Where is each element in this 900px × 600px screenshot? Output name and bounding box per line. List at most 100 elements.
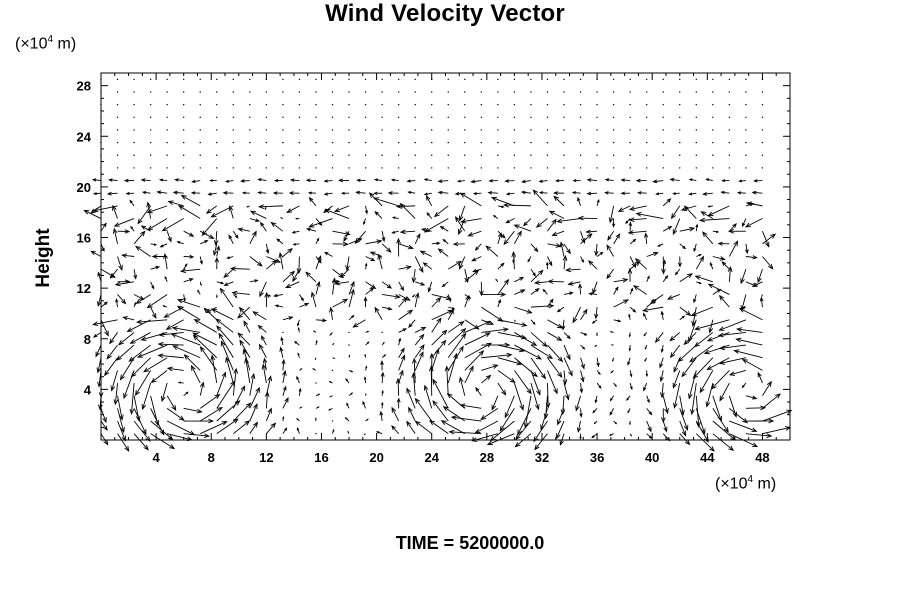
wind-vector-point [513, 91, 516, 93]
wind-vector-head [629, 386, 633, 391]
wind-vector-head [571, 191, 576, 195]
wind-vector-head [383, 354, 387, 357]
wind-vector-head [715, 230, 720, 233]
wind-vector-head [171, 405, 177, 412]
wind-vector [695, 319, 730, 330]
wind-vector-point [182, 141, 185, 144]
wind-vector-head [458, 320, 465, 327]
wind-vector-head [648, 411, 653, 416]
wind-vector-head [659, 392, 665, 399]
wind-vector-point [596, 103, 598, 106]
wind-vector [374, 211, 383, 219]
wind-vector-head [297, 352, 300, 356]
wind-vector-head [199, 283, 202, 287]
wind-vector [253, 311, 267, 321]
wind-vector-point [464, 167, 466, 169]
wind-vector-point [315, 167, 317, 169]
wind-vector [459, 256, 466, 269]
wind-vector [263, 358, 267, 371]
wind-vector-head [374, 210, 379, 216]
wind-vector [440, 226, 449, 232]
x-tick-label: 40 [645, 450, 659, 465]
wind-vector-point [745, 91, 747, 93]
wind-vector-head [273, 178, 279, 183]
wind-vector-head [632, 285, 639, 291]
wind-vector-head [625, 220, 629, 225]
wind-vector-head [354, 238, 361, 245]
y-tick-label: 4 [84, 382, 92, 397]
wind-vector-head [315, 339, 318, 343]
wind-vector-head [637, 191, 642, 195]
wind-vector-head [264, 291, 269, 298]
wind-vector [100, 408, 107, 423]
wind-vector-head [246, 205, 249, 208]
wind-vector [215, 318, 234, 333]
wind-vector-head [441, 329, 448, 336]
wind-vector-point [662, 141, 664, 144]
wind-vector-head [614, 286, 619, 291]
wind-vector-point [761, 91, 764, 93]
wind-vector-head [452, 241, 459, 247]
wind-vector [99, 395, 102, 410]
wind-vector [605, 192, 614, 194]
wind-vector-point [265, 78, 268, 81]
wind-vector-head [240, 179, 245, 183]
wind-vector-point [166, 154, 168, 156]
wind-vector [225, 357, 234, 384]
wind-vector-head [101, 247, 105, 252]
wind-vector [533, 189, 548, 207]
wind-vector [216, 418, 239, 435]
wind-vector-head [323, 251, 329, 256]
wind-vector [753, 281, 763, 287]
wind-vector-head [112, 227, 118, 234]
wind-vector-head [534, 444, 540, 451]
wind-vector-point [563, 141, 565, 144]
wind-vector-head [270, 221, 277, 228]
wind-vector [258, 325, 267, 333]
wind-vector-head [257, 204, 264, 209]
wind-vector-head [741, 222, 746, 228]
wind-vector [563, 382, 569, 400]
wind-vector-head [786, 409, 793, 415]
wind-vector-head [728, 228, 734, 234]
wind-vector-head [118, 264, 123, 271]
wind-vector-head [580, 237, 586, 244]
wind-vector-head [344, 231, 351, 236]
wind-vector-head [171, 326, 178, 331]
wind-vector-head [456, 179, 461, 183]
wind-vector-head [649, 298, 656, 305]
wind-vector-head [586, 191, 592, 196]
wind-vector-point [133, 91, 135, 93]
wind-vector-head [533, 247, 539, 253]
wind-vector [536, 218, 548, 228]
wind-vector [674, 382, 681, 408]
wind-vector-point [513, 103, 516, 106]
wind-vector-head [292, 242, 297, 246]
wind-vector-head [512, 259, 515, 264]
x-tick-label: 44 [700, 450, 715, 465]
wind-vector-point [579, 141, 582, 144]
wind-vector-head [241, 191, 246, 195]
wind-vector-head [446, 392, 453, 399]
wind-vector-point [397, 141, 400, 144]
wind-vector-head [265, 249, 270, 255]
wind-vector-point [232, 78, 234, 81]
wind-vector-head [179, 268, 187, 274]
wind-vector [133, 231, 146, 245]
wind-vector [670, 178, 680, 182]
wind-vector-head [672, 382, 678, 389]
wind-vector [315, 256, 322, 264]
wind-vector [340, 268, 350, 278]
wind-vector-point [712, 129, 714, 131]
wind-vector-head [500, 262, 505, 267]
wind-vector-head [666, 295, 673, 300]
wind-vector [464, 269, 469, 283]
wind-vector-head [419, 351, 424, 358]
wind-vector-head [526, 388, 532, 395]
wind-vector [431, 294, 451, 300]
wind-vector-head [628, 206, 635, 211]
wind-vector-point [265, 116, 268, 118]
wind-vector-point [431, 116, 433, 118]
wind-vector [398, 355, 405, 371]
wind-vector [560, 242, 565, 257]
